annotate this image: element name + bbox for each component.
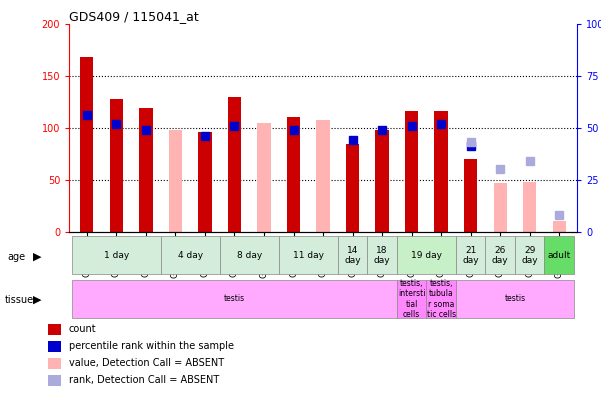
Text: GDS409 / 115041_at: GDS409 / 115041_at bbox=[69, 10, 199, 23]
Bar bbox=[72, 236, 160, 274]
Bar bbox=[346, 144, 359, 232]
Text: 8 day: 8 day bbox=[237, 251, 262, 260]
Bar bbox=[486, 236, 515, 274]
Bar bbox=[456, 236, 486, 274]
Text: ▶: ▶ bbox=[33, 251, 41, 262]
Bar bbox=[493, 183, 507, 232]
Text: 14
day: 14 day bbox=[344, 246, 361, 265]
Bar bbox=[279, 236, 338, 274]
Text: 18
day: 18 day bbox=[374, 246, 391, 265]
Bar bbox=[169, 130, 182, 232]
Bar bbox=[545, 236, 574, 274]
Text: rank, Detection Call = ABSENT: rank, Detection Call = ABSENT bbox=[69, 375, 219, 385]
Bar bbox=[456, 280, 574, 318]
Bar bbox=[397, 236, 456, 274]
Bar bbox=[426, 280, 456, 318]
Bar bbox=[110, 99, 123, 232]
Text: testis,
intersti
tial
cells: testis, intersti tial cells bbox=[398, 279, 426, 319]
Bar bbox=[515, 236, 545, 274]
Bar bbox=[228, 97, 241, 232]
Bar bbox=[198, 132, 212, 232]
Bar bbox=[397, 280, 426, 318]
Text: 1 day: 1 day bbox=[104, 251, 129, 260]
Text: testis,
tubula
r soma
tic cells: testis, tubula r soma tic cells bbox=[427, 279, 456, 319]
Text: age: age bbox=[7, 251, 25, 262]
Text: 4 day: 4 day bbox=[178, 251, 203, 260]
Text: value, Detection Call = ABSENT: value, Detection Call = ABSENT bbox=[69, 358, 224, 368]
Bar bbox=[287, 117, 300, 232]
Text: 19 day: 19 day bbox=[411, 251, 442, 260]
Bar bbox=[338, 236, 367, 274]
Bar bbox=[160, 236, 220, 274]
Text: 11 day: 11 day bbox=[293, 251, 324, 260]
Bar bbox=[435, 111, 448, 232]
Bar bbox=[80, 57, 94, 232]
Text: percentile rank within the sample: percentile rank within the sample bbox=[69, 341, 234, 351]
Bar bbox=[405, 111, 418, 232]
Bar bbox=[139, 108, 153, 232]
Text: 29
day: 29 day bbox=[522, 246, 538, 265]
Text: testis: testis bbox=[224, 295, 245, 303]
Text: tissue: tissue bbox=[5, 295, 34, 305]
Bar bbox=[72, 280, 397, 318]
Bar bbox=[367, 236, 397, 274]
Text: testis: testis bbox=[504, 295, 525, 303]
Bar bbox=[257, 122, 270, 232]
Bar bbox=[523, 182, 536, 232]
Bar bbox=[316, 120, 330, 232]
Text: 21
day: 21 day bbox=[462, 246, 479, 265]
Bar bbox=[220, 236, 279, 274]
Text: adult: adult bbox=[548, 251, 571, 260]
Text: 26
day: 26 day bbox=[492, 246, 508, 265]
Text: ▶: ▶ bbox=[33, 295, 41, 305]
Bar bbox=[464, 159, 477, 232]
Text: count: count bbox=[69, 324, 96, 334]
Bar bbox=[376, 130, 389, 232]
Bar bbox=[552, 221, 566, 232]
